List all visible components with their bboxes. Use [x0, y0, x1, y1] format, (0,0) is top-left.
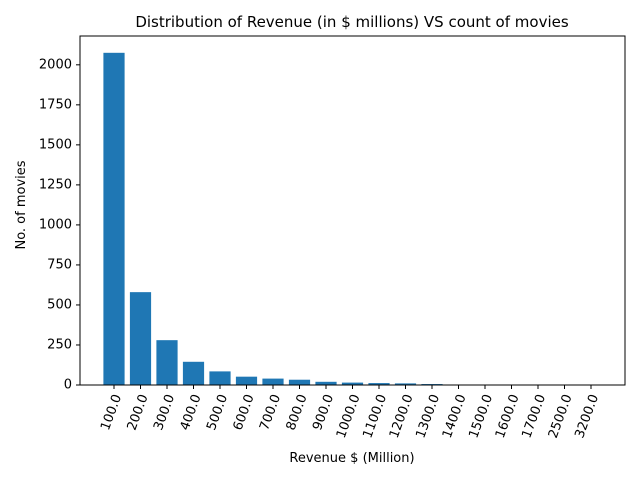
bar-300.0: [156, 340, 178, 385]
y-tick-label: 1500: [39, 137, 72, 152]
x-tick-label: 1000.0: [334, 392, 364, 440]
y-tick-label: 250: [47, 337, 72, 352]
y-tick-label: 750: [47, 257, 72, 272]
y-tick-label: 500: [47, 297, 72, 312]
bar-1000.0: [341, 382, 364, 385]
x-tick-label: 100.0: [98, 392, 125, 432]
chart-title: Distribution of Revenue (in $ millions) …: [135, 13, 569, 31]
bar-700.0: [262, 378, 284, 385]
bar-600.0: [235, 376, 258, 385]
x-tick-label: 900.0: [310, 392, 337, 432]
x-axis: 100.0 200.0 300.0 400.0 500.0 600.0 700.0 800.0…: [98, 385, 602, 440]
x-tick-label: 1200.0: [387, 392, 417, 440]
bars-group: [103, 52, 602, 386]
x-tick-label: 1700.0: [519, 392, 549, 440]
y-tick-label: 1000: [39, 217, 72, 232]
x-tick-label: 800.0: [284, 392, 311, 432]
bar-1200.0: [394, 383, 417, 385]
bar-400.0: [182, 361, 205, 385]
y-tick-label: 1250: [39, 177, 72, 192]
x-tick-label: 700.0: [257, 392, 284, 432]
x-tick-label: 1300.0: [413, 392, 443, 440]
y-axis: 0 250 500 750 1000 1250 1500 1750 2000: [39, 57, 80, 393]
x-tick-label: 1500.0: [466, 392, 496, 440]
x-tick-label: 1400.0: [440, 392, 470, 440]
x-tick-label: 1600.0: [493, 392, 523, 440]
bar-500.0: [209, 371, 231, 385]
x-tick-label: 200.0: [125, 392, 152, 432]
bar-900.0: [315, 381, 337, 385]
x-tick-label: 400.0: [178, 392, 205, 432]
x-tick-label: 300.0: [151, 392, 178, 432]
bar-100.0: [103, 52, 125, 386]
y-tick-label: 1750: [39, 97, 72, 112]
x-tick-label: 500.0: [204, 392, 231, 432]
x-tick-label: 3200.0: [572, 392, 602, 440]
y-axis-label: No. of movies: [14, 160, 29, 249]
x-tick-label: 600.0: [231, 392, 258, 432]
bar-1100.0: [368, 383, 390, 385]
x-tick-label: 2500.0: [546, 392, 576, 440]
x-axis-label: Revenue $ (Million): [289, 451, 414, 466]
y-tick-label: 0: [64, 378, 72, 393]
plot-frame: [79, 35, 626, 386]
y-tick-label: 2000: [39, 57, 72, 72]
bar-200.0: [129, 292, 152, 385]
x-tick-label: 1100.0: [360, 392, 390, 440]
bar-800.0: [288, 379, 311, 385]
